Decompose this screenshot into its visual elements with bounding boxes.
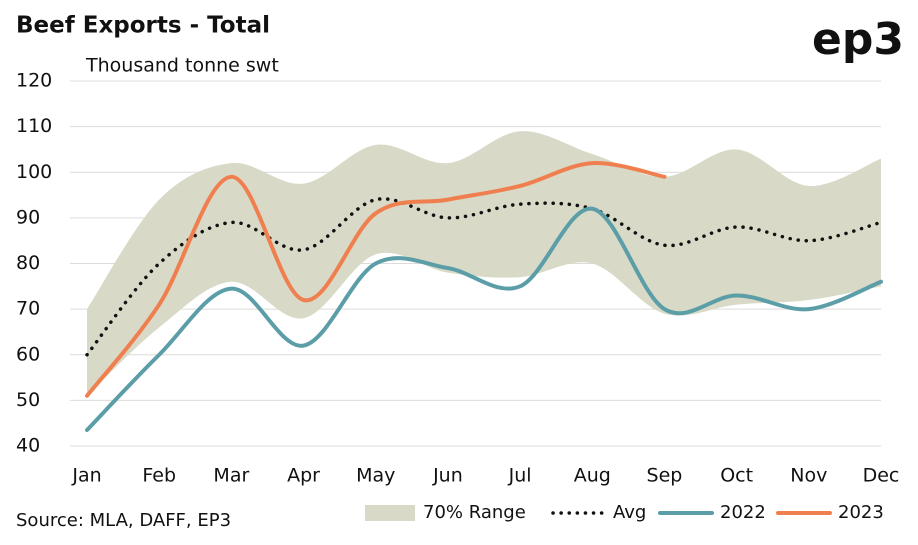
chart-title: Beef Exports - Total bbox=[16, 13, 270, 39]
line-Avg bbox=[85, 197, 883, 357]
x-tick-label: Oct bbox=[720, 465, 753, 487]
y-tick-label: 40 bbox=[16, 435, 40, 457]
y-tick-label: 60 bbox=[16, 343, 40, 365]
source: Source: MLA, DAFF, EP3 bbox=[16, 510, 231, 531]
logo: ep3 bbox=[812, 14, 904, 65]
legend-label: Avg bbox=[613, 502, 646, 523]
line-2022 bbox=[85, 206, 883, 433]
range-band bbox=[87, 131, 881, 396]
x-tick-label: Mar bbox=[213, 465, 249, 487]
y-tick-label: 50 bbox=[16, 389, 40, 411]
line-2023 bbox=[85, 161, 667, 398]
legend-label: 2022 bbox=[720, 502, 766, 523]
legend-label: 70% Range bbox=[423, 502, 526, 523]
x-tick-label: Dec bbox=[863, 465, 900, 487]
y-tick-label: 70 bbox=[16, 298, 40, 320]
x-tick-label: Jan bbox=[71, 465, 101, 487]
legend-label: 2023 bbox=[838, 502, 884, 523]
x-tick-label: Nov bbox=[790, 465, 827, 487]
x-tick-label: May bbox=[356, 465, 395, 487]
y-tick-label: 110 bbox=[16, 115, 52, 137]
x-tick-label: Apr bbox=[287, 465, 320, 487]
y-tick-label: 120 bbox=[16, 70, 52, 92]
legend-swatch bbox=[365, 505, 415, 521]
x-tick-label: Jul bbox=[508, 465, 532, 487]
y-tick-label: 80 bbox=[16, 252, 40, 274]
y-tick-label: 100 bbox=[16, 161, 52, 183]
y-tick-label: 90 bbox=[16, 206, 40, 228]
x-tick-label: Jun bbox=[432, 465, 463, 487]
x-tick-label: Aug bbox=[574, 465, 611, 487]
x-tick-label: Sep bbox=[647, 465, 683, 487]
x-tick-label: Feb bbox=[142, 465, 176, 487]
subtitle: Thousand tonne swt bbox=[85, 55, 279, 77]
